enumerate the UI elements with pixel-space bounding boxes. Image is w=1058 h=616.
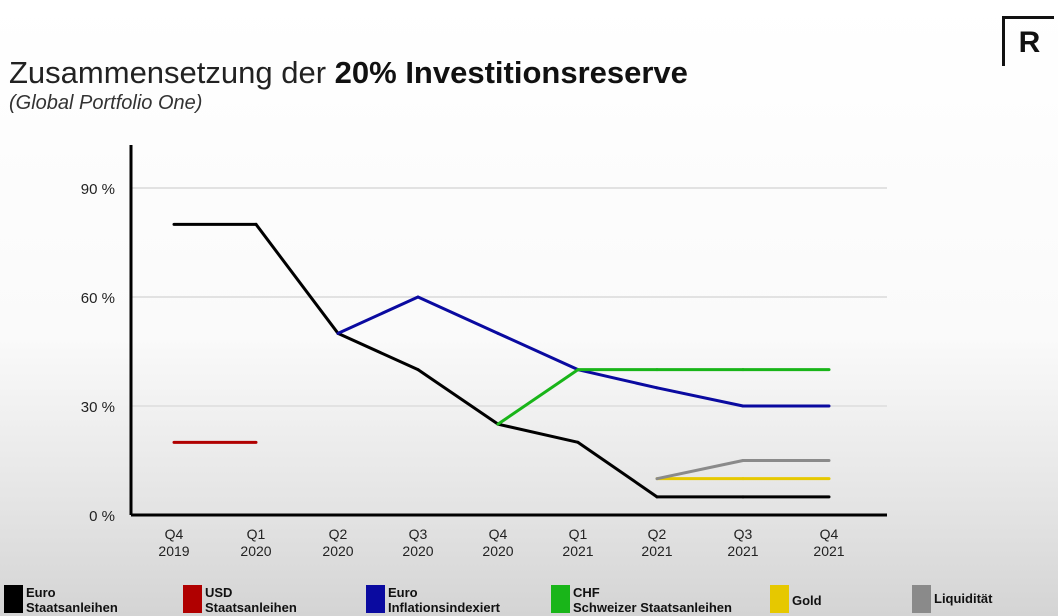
series-segment [655, 386, 745, 408]
legend-label: CHF Schweizer Staatsanleihen [573, 585, 732, 615]
legend-label: USD Staatsanleihen [205, 585, 297, 615]
x-tick-label: Q1 2021 [562, 526, 593, 559]
chart-title-bold: 20% Investitionsreserve [334, 55, 688, 90]
series-euro_infl [336, 295, 831, 408]
y-tick-label: 90 % [81, 181, 115, 198]
brand-logo-letter: R [1018, 25, 1041, 59]
chart-gridlines [131, 187, 887, 407]
chart-subtitle: (Global Portfolio One) [9, 92, 203, 115]
x-tick-label: Q4 2019 [158, 526, 189, 559]
x-tick-label: Q3 2021 [727, 526, 758, 559]
chart-series [172, 222, 831, 499]
chart-axes [129, 145, 887, 517]
series-segment [254, 222, 340, 335]
legend-label: Euro Staatsanleihen [26, 585, 118, 615]
legend-label: Gold [792, 593, 822, 608]
chart-legend: Euro Staatsanleihen USD Staatsanleihen Eur… [0, 582, 1058, 616]
legend-swatch [770, 585, 789, 613]
x-axis-ticks: Q4 2019 Q1 2020 Q2 2020 Q3 2020 Q4 2020 Q1 2021 Q2 20… [158, 526, 844, 559]
series-segment [416, 368, 500, 426]
chart-title-normal: Zusammensetzung der [9, 55, 335, 90]
series-segment [655, 459, 745, 481]
series-segment [336, 331, 420, 372]
x-tick-label: Q3 2020 [402, 526, 433, 559]
legend-item-usd-staatsanleihen: USD Staatsanleihen [183, 585, 297, 615]
legend-item-euro-staatsanleihen: Euro Staatsanleihen [4, 585, 118, 615]
chart-title: Zusammensetzung der 20% Investitionsrese… [9, 55, 688, 90]
legend-swatch [4, 585, 23, 613]
series-chf [496, 368, 831, 426]
series-segment [336, 295, 420, 335]
y-axis-ticks: 0 % 30 % 60 % 90 % [81, 181, 115, 525]
legend-swatch [551, 585, 570, 613]
legend-item-liquiditaet: Liquidität [912, 585, 993, 613]
y-tick-label: 0 % [89, 508, 115, 525]
series-segment [496, 368, 580, 426]
legend-swatch [183, 585, 202, 613]
series-segment [496, 422, 580, 444]
series-segment [416, 295, 500, 335]
series-segment [576, 440, 659, 499]
x-tick-label: Q4 2020 [482, 526, 513, 559]
x-tick-label: Q2 2020 [322, 526, 353, 559]
brand-logo: R [1002, 16, 1054, 66]
chart-title-block: Zusammensetzung der 20% Investitionsrese… [9, 55, 688, 115]
legend-item-gold: Gold [770, 585, 822, 613]
y-tick-label: 30 % [81, 399, 115, 416]
series-liq [655, 459, 831, 481]
legend-swatch [912, 585, 931, 613]
legend-label: Liquidität [934, 591, 993, 606]
x-tick-label: Q4 2021 [813, 526, 844, 559]
x-tick-label: Q2 2021 [641, 526, 672, 559]
x-tick-label: Q1 2020 [240, 526, 271, 559]
series-segment [576, 368, 659, 390]
y-tick-label: 60 % [81, 290, 115, 307]
legend-label: Euro Inflationsindexiert [388, 585, 500, 615]
series-euro_staat [172, 222, 831, 499]
legend-swatch [366, 585, 385, 613]
line-chart: 0 % 30 % 60 % 90 % Q4 2019 Q1 2020 Q2 2020 Q3 2020… [81, 145, 887, 559]
legend-item-euro-inflationsindexiert: Euro Inflationsindexiert [366, 585, 500, 615]
series-segment [496, 331, 580, 372]
legend-item-chf: CHF Schweizer Staatsanleihen [551, 585, 732, 615]
